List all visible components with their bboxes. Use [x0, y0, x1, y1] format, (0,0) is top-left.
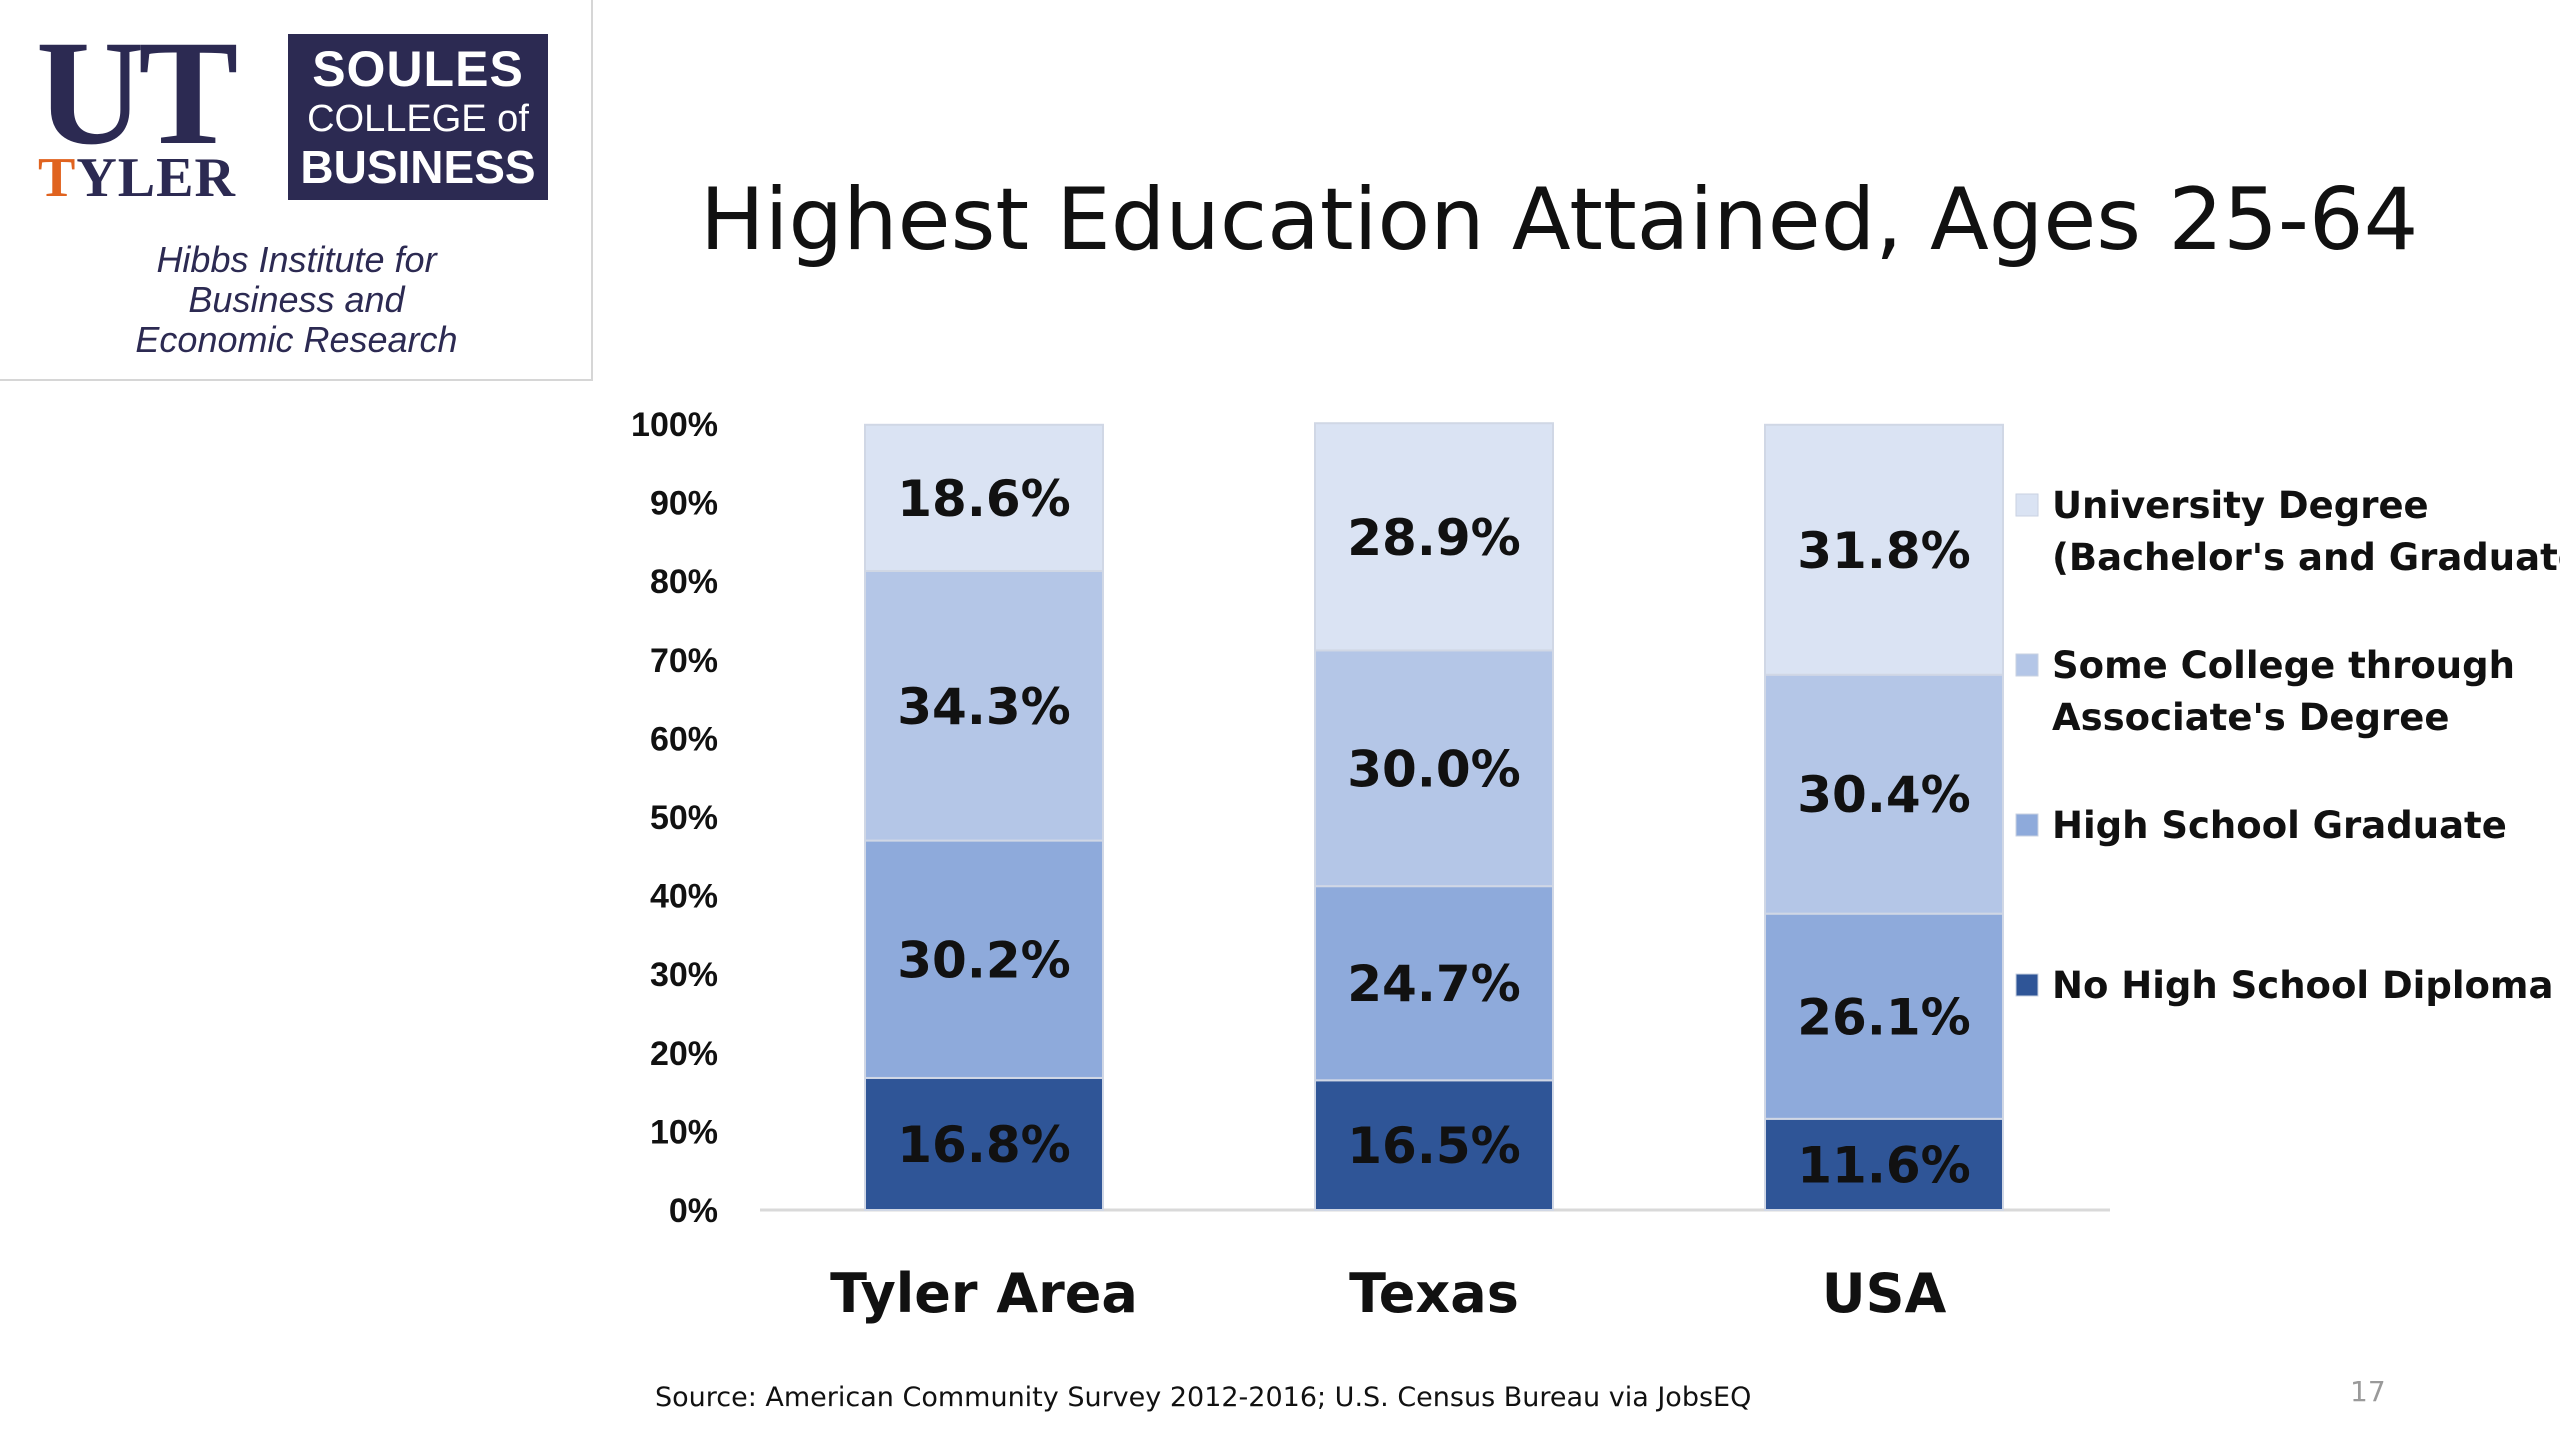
legend-label: (Bachelor's and Graduate) [2052, 536, 2560, 579]
chart-title: Highest Education Attained, Ages 25-64 [700, 170, 2419, 270]
bar-segment [1314, 649, 1554, 888]
bar-segment [1764, 1117, 2004, 1211]
data-label: 24.7% [1347, 955, 1520, 1013]
y-tick-label: 90% [650, 485, 718, 523]
bar-segment [864, 1076, 1104, 1212]
y-tick-label: 60% [650, 720, 718, 758]
bar-segment [1764, 912, 2004, 1120]
data-label: 34.3% [897, 678, 1070, 736]
legend-label: Associate's Degree [2052, 696, 2449, 739]
tyler-wordmark-rest: YLER [76, 147, 236, 209]
college-line-1: SOULES [312, 41, 524, 97]
data-label: 16.8% [897, 1116, 1070, 1174]
institute-line-2: Business and [188, 279, 405, 320]
y-tick-label: 40% [650, 878, 718, 916]
y-tick-label: 20% [650, 1035, 718, 1073]
y-tick-label: 70% [650, 642, 718, 680]
source-note: Source: American Community Survey 2012-2… [655, 1382, 1752, 1413]
y-tick-label: 0% [669, 1192, 718, 1230]
legend-swatch [2015, 973, 2039, 997]
data-label: 26.1% [1797, 988, 1970, 1046]
bar-segment [864, 569, 1104, 842]
y-tick-label: 100% [631, 406, 718, 444]
bar-segment [1314, 422, 1554, 652]
bar-segment [864, 423, 1104, 572]
legend-label: University Degree [2052, 484, 2429, 527]
institute-name: Hibbs Institute for Business and Economi… [0, 240, 593, 360]
legend-label: No High School Diploma [2052, 964, 2553, 1007]
data-label: 16.5% [1347, 1117, 1520, 1175]
college-line-3: BUSINESS [300, 141, 536, 193]
data-label: 11.6% [1797, 1136, 1970, 1194]
legend-label: High School Graduate [2052, 804, 2507, 847]
soules-college-badge: SOULES COLLEGE of BUSINESS [288, 34, 548, 200]
legend-swatch [2015, 653, 2039, 677]
y-tick-label: 30% [650, 956, 718, 994]
data-label: 30.0% [1347, 740, 1520, 798]
legend-swatch [2015, 493, 2039, 517]
data-label: 30.2% [897, 931, 1070, 989]
tyler-wordmark: TYLER [38, 150, 236, 206]
data-label: 30.4% [1797, 766, 1970, 824]
bar-segment [1314, 885, 1554, 1082]
page-number: 17 [2350, 1375, 2386, 1408]
college-line-2: COLLEGE of [307, 98, 529, 140]
legend-label: Some College through [2052, 644, 2515, 687]
category-label: USA [1822, 1262, 1947, 1325]
data-label: 28.9% [1347, 509, 1520, 567]
institute-line-1: Hibbs Institute for [156, 239, 437, 280]
logo-panel: UT TYLER SOULES COLLEGE of BUSINESS Hibb… [0, 0, 593, 381]
bar-segment [1764, 423, 2004, 676]
ut-logo-letters: UT [36, 10, 238, 176]
data-label: 31.8% [1797, 522, 1970, 580]
y-tick-label: 80% [650, 563, 718, 601]
bar-segment [1764, 673, 2004, 915]
legend-swatch [2015, 813, 2039, 837]
y-tick-label: 50% [650, 799, 718, 837]
bar-segment [864, 839, 1104, 1079]
category-label: Texas [1349, 1262, 1519, 1325]
institute-line-3: Economic Research [135, 319, 458, 360]
y-tick-label: 10% [650, 1113, 718, 1151]
data-label: 18.6% [897, 470, 1070, 528]
tyler-wordmark-first: T [38, 147, 77, 209]
bar-segment [1314, 1079, 1554, 1212]
category-label: Tyler Area [830, 1262, 1138, 1325]
